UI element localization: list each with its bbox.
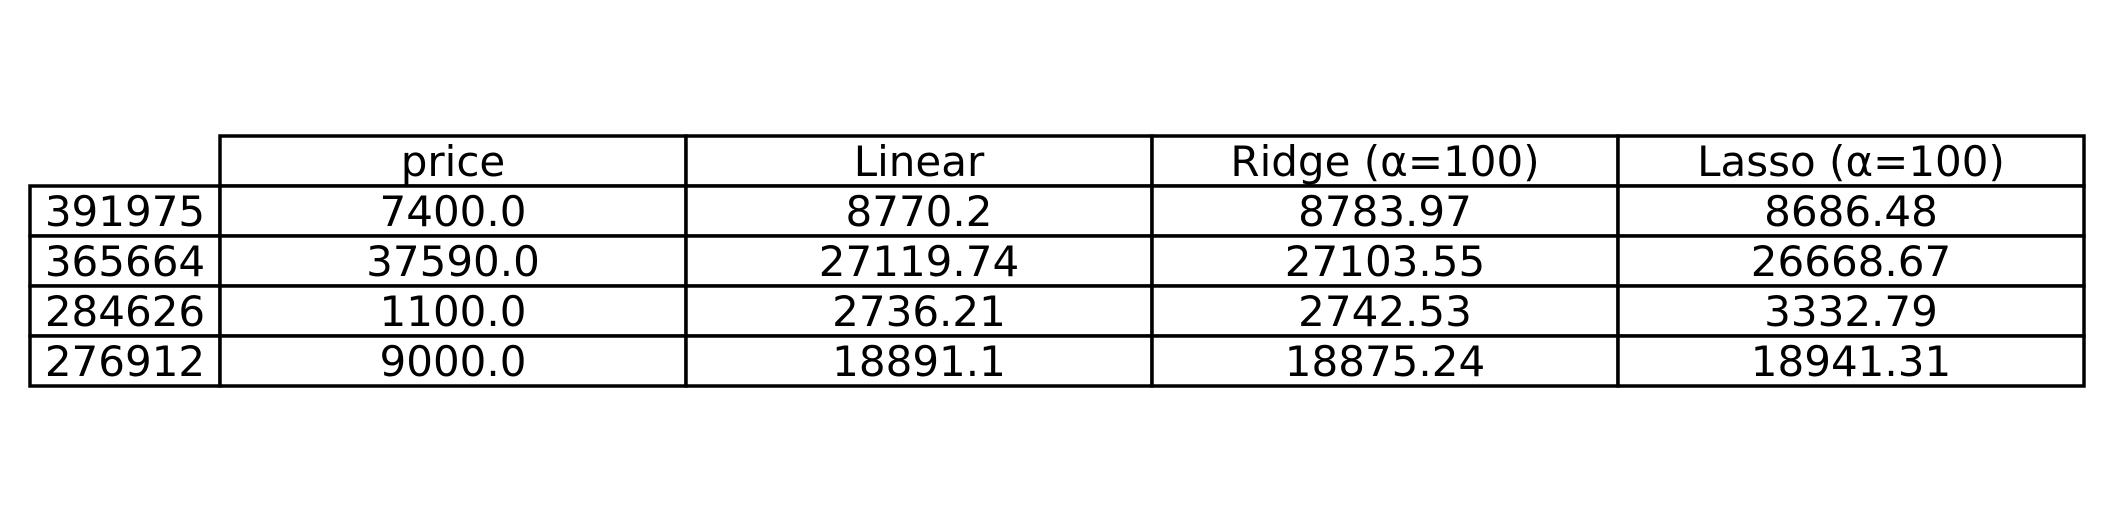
table-cell-391975-linear: 8770.2	[684, 184, 1154, 238]
table-cell-284626-linear-border	[684, 284, 1154, 338]
table-cell-365664-lasso-100: 26668.67	[1616, 234, 2086, 288]
table-cell-391975-ridge-100: 8783.97	[1150, 184, 1620, 238]
table-cell-276912-ridge-100-border	[1150, 334, 1620, 388]
row-label-365664: 365664	[28, 234, 222, 288]
table-cell-365664-linear-text: 27119.74	[819, 237, 1019, 286]
row-label-276912-text: 276912	[45, 337, 205, 386]
table-cell-391975-ridge-100-border	[1150, 184, 1620, 238]
table-cell-365664-lasso-100-border	[1616, 234, 2086, 288]
table-cell-276912-price-text: 9000.0	[380, 337, 527, 386]
table-cell-284626-lasso-100: 3332.79	[1616, 284, 2086, 338]
row-label-365664-border	[28, 234, 222, 288]
table-cell-284626-linear: 2736.21	[684, 284, 1154, 338]
table-cell-284626-lasso-100-text: 3332.79	[1764, 287, 1938, 336]
table-cell-276912-linear: 18891.1	[684, 334, 1154, 388]
table-cell-276912-ridge-100-text: 18875.24	[1285, 337, 1485, 386]
column-header-price: price	[218, 134, 688, 188]
table-cell-276912-price: 9000.0	[218, 334, 688, 388]
table-cell-276912-price-border	[218, 334, 688, 388]
table-cell-391975-price: 7400.0	[218, 184, 688, 238]
row-label-365664-text: 365664	[45, 237, 205, 286]
table-cell-284626-ridge-100-text: 2742.53	[1298, 287, 1472, 336]
table-cell-365664-linear: 27119.74	[684, 234, 1154, 288]
table-cell-276912-linear-border	[684, 334, 1154, 388]
table-cell-276912-lasso-100-border	[1616, 334, 2086, 388]
row-label-276912: 276912	[28, 334, 222, 388]
table-cell-284626-price-border	[218, 284, 688, 338]
table-cell-391975-lasso-100: 8686.48	[1616, 184, 2086, 238]
column-header-ridge-100-text: Ridge (α=100)	[1230, 137, 1539, 186]
column-header-price-text: price	[401, 137, 506, 186]
table-cell-276912-lasso-100: 18941.31	[1616, 334, 2086, 388]
table-cell-284626-linear-text: 2736.21	[832, 287, 1006, 336]
table-cell-284626-price-text: 1100.0	[380, 287, 527, 336]
table-cell-391975-lasso-100-text: 8686.48	[1764, 187, 1938, 236]
table-cell-391975-price-border	[218, 184, 688, 238]
table-cell-365664-price: 37590.0	[218, 234, 688, 288]
row-label-284626: 284626	[28, 284, 222, 338]
table-cell-391975-ridge-100-text: 8783.97	[1298, 187, 1472, 236]
column-header-lasso-100-text: Lasso (α=100)	[1697, 137, 2005, 186]
column-header-ridge-100: Ridge (α=100)	[1150, 134, 1620, 188]
table-cell-391975-price-text: 7400.0	[380, 187, 527, 236]
table-cell-365664-ridge-100-text: 27103.55	[1285, 237, 1485, 286]
table-cell-365664-linear-border	[684, 234, 1154, 288]
table-cell-276912-ridge-100: 18875.24	[1150, 334, 1620, 388]
column-header-lasso-100: Lasso (α=100)	[1616, 134, 2086, 188]
table-cell-365664-lasso-100-text: 26668.67	[1751, 237, 1951, 286]
table-cell-284626-price: 1100.0	[218, 284, 688, 338]
table-cell-391975-linear-text: 8770.2	[846, 187, 993, 236]
table-cell-365664-price-text: 37590.0	[366, 237, 540, 286]
table-cell-276912-linear-text: 18891.1	[832, 337, 1006, 386]
table-cell-365664-ridge-100: 27103.55	[1150, 234, 1620, 288]
column-header-lasso-100-border	[1616, 134, 2086, 188]
table-cell-284626-lasso-100-border	[1616, 284, 2086, 338]
row-label-284626-text: 284626	[45, 287, 205, 336]
row-label-391975: 391975	[28, 184, 222, 238]
column-header-linear-text: Linear	[854, 137, 985, 186]
table-cell-284626-ridge-100: 2742.53	[1150, 284, 1620, 338]
table-layer: price Linear Ridge (α=100) Lasso (α=100) 391…	[28, 134, 2086, 388]
row-label-391975-text: 391975	[45, 187, 205, 236]
column-header-linear: Linear	[684, 134, 1154, 188]
row-label-276912-border	[28, 334, 222, 388]
table-cell-276912-lasso-100-text: 18941.31	[1751, 337, 1951, 386]
